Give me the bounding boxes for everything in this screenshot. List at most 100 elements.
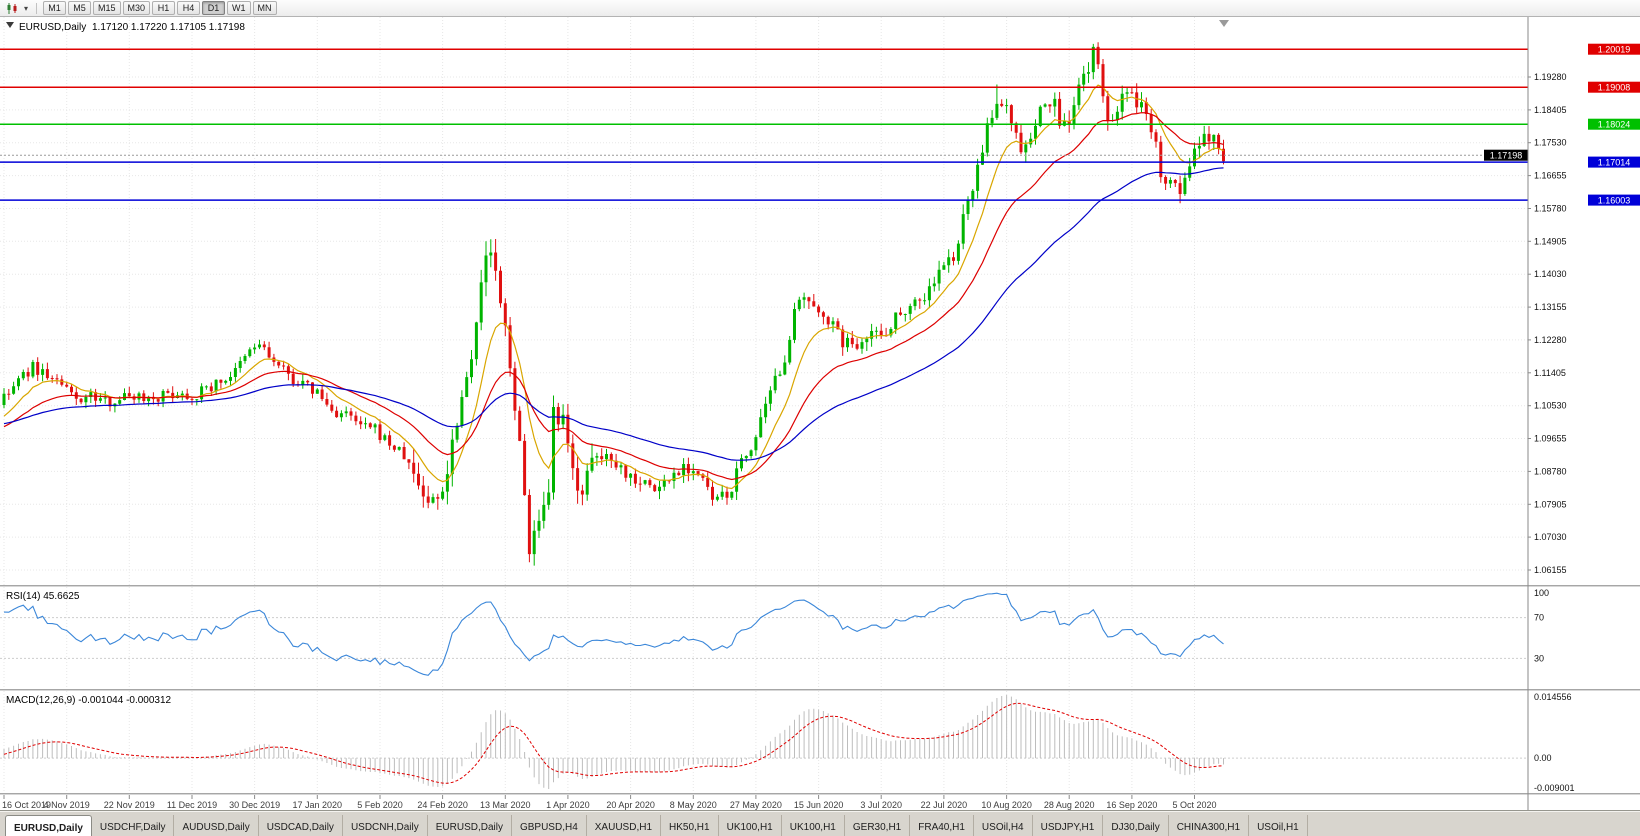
chart-tab-usoil-h4[interactable]: USOil,H4 [974,815,1033,836]
chart-tab-uk100-h1[interactable]: UK100,H1 [782,815,845,836]
svg-text:4 Nov 2019: 4 Nov 2019 [44,800,90,810]
svg-text:20 Apr 2020: 20 Apr 2020 [606,800,655,810]
level-price-label: 1.16003 [1588,194,1640,206]
chart-tab-usdcad-daily[interactable]: USDCAD,Daily [259,815,343,836]
chart-tab-xauusd-h1[interactable]: XAUUSD,H1 [587,815,662,836]
svg-text:10 Aug 2020: 10 Aug 2020 [981,800,1032,810]
macd-label: MACD(12,26,9) -0.001044 -0.000312 [6,695,172,706]
svg-text:1.19008: 1.19008 [1598,83,1631,93]
chart-tab-usoil-h1[interactable]: USOil,H1 [1249,815,1308,836]
candlestick-chart-icon[interactable] [4,2,20,15]
candles-layer [2,42,1225,566]
svg-text:1.17530: 1.17530 [1534,138,1567,148]
rsi-label: RSI(14) 45.6625 [6,591,80,602]
chart-canvas[interactable]: 1.20019 1.19008 1.18024 1.17014 1.16003 1.171… [0,17,1640,810]
chart-tab-usdjpy-h1[interactable]: USDJPY,H1 [1033,815,1104,836]
svg-text:22 Nov 2019: 22 Nov 2019 [104,800,155,810]
svg-text:1 Apr 2020: 1 Apr 2020 [546,800,590,810]
macd-histogram [3,695,1224,789]
svg-text:1.13155: 1.13155 [1534,302,1567,312]
svg-text:100: 100 [1534,588,1549,598]
svg-text:5 Feb 2020: 5 Feb 2020 [357,800,403,810]
chart-tab-eurusd-daily[interactable]: EURUSD,Daily [5,815,92,836]
svg-text:5 Oct 2020: 5 Oct 2020 [1172,800,1216,810]
svg-text:1.17014: 1.17014 [1598,158,1631,168]
chart-tab-eurusd-daily[interactable]: EURUSD,Daily [428,815,512,836]
svg-text:-0.009001: -0.009001 [1534,783,1575,793]
svg-text:0.014556: 0.014556 [1534,692,1572,702]
level-price-label: 1.20019 [1588,43,1640,55]
chart-tab-china300-h1[interactable]: CHINA300,H1 [1169,815,1250,836]
chart-tab-uk100-h1[interactable]: UK100,H1 [719,815,782,836]
ma-line-60 [3,167,1224,461]
chart-tab-usdchf-daily[interactable]: USDCHF,Daily [92,815,175,836]
toolbar-periods: M1 M5 M15 M30 H1 H4 D1 W1 MN [43,1,277,15]
rsi-line [3,592,1224,676]
svg-text:1.18405: 1.18405 [1534,105,1567,115]
svg-text:1.18024: 1.18024 [1598,120,1631,130]
svg-text:30: 30 [1534,653,1544,663]
svg-text:11 Dec 2019: 11 Dec 2019 [167,800,217,810]
svg-text:1.14030: 1.14030 [1534,269,1567,279]
price-axis[interactable]: 1.19280 1.18405 1.17530 1.16655 1.15780 1.149… [1528,72,1567,575]
svg-text:16 Sep 2020: 16 Sep 2020 [1106,800,1157,810]
svg-text:24 Feb 2020: 24 Feb 2020 [417,800,468,810]
level-lines[interactable]: 1.20019 1.19008 1.18024 1.17014 1.16003 [0,43,1640,206]
chart-tab-hk50-h1[interactable]: HK50,H1 [661,815,719,836]
chart-shift-marker-icon[interactable] [1219,20,1229,27]
svg-text:1.19280: 1.19280 [1534,72,1567,82]
period-button-m5[interactable]: M5 [68,1,92,15]
rsi-panel: 100 70 30 RSI(14) 45.6625 [0,588,1549,676]
svg-text:1.12280: 1.12280 [1534,335,1567,345]
chart-tab-gbpusd-h4[interactable]: GBPUSD,H4 [512,815,587,836]
svg-text:70: 70 [1534,613,1544,623]
level-price-label: 1.18024 [1588,118,1640,130]
period-button-m15[interactable]: M15 [93,1,121,15]
period-button-d1[interactable]: D1 [202,1,226,15]
svg-text:1.16655: 1.16655 [1534,171,1567,181]
chart-tab-usdcnh-daily[interactable]: USDCNH,Daily [343,815,428,836]
svg-text:1.10530: 1.10530 [1534,401,1567,411]
chart-window: 1.20019 1.19008 1.18024 1.17014 1.16003 1.171… [0,17,1640,810]
collapse-triangle-icon [6,22,14,28]
period-button-h4[interactable]: H4 [177,1,201,15]
chevron-down-icon[interactable]: ▾ [24,3,29,13]
main-toolbar: ▾ M1 M5 M15 M30 H1 H4 D1 W1 MN [0,0,1640,17]
chart-title-symbol: EURUSD,Daily [19,22,86,33]
chart-title: EURUSD,Daily 1.17120 1.17220 1.17105 1.17… [6,22,245,33]
period-button-w1[interactable]: W1 [227,1,251,15]
chart-tab-audusd-daily[interactable]: AUDUSD,Daily [174,815,259,836]
chart-tab-dj30-daily[interactable]: DJ30,Daily [1103,815,1169,836]
svg-text:17 Jan 2020: 17 Jan 2020 [293,800,343,810]
svg-text:1.08780: 1.08780 [1534,466,1567,476]
bid-price-label: 1.17198 [1484,149,1528,161]
svg-text:16 Oct 2019: 16 Oct 2019 [2,800,51,810]
svg-text:1.11405: 1.11405 [1534,368,1566,378]
svg-text:1.07030: 1.07030 [1534,532,1567,542]
chart-title-ohlc: 1.17120 1.17220 1.17105 1.17198 [92,22,245,33]
chart-tab-ger30-h1[interactable]: GER30,H1 [845,815,911,836]
svg-text:22 Jul 2020: 22 Jul 2020 [921,800,968,810]
period-button-mn[interactable]: MN [252,1,277,15]
svg-text:15 Jun 2020: 15 Jun 2020 [794,800,844,810]
svg-text:1.06155: 1.06155 [1534,565,1567,575]
ma-line-25 [3,112,1224,481]
svg-text:28 Aug 2020: 28 Aug 2020 [1044,800,1095,810]
macd-signal-line [3,702,1224,784]
period-button-h1[interactable]: H1 [152,1,176,15]
period-button-m30[interactable]: M30 [122,1,151,15]
period-button-m1[interactable]: M1 [43,1,67,15]
svg-text:1.09655: 1.09655 [1534,434,1567,444]
svg-text:30 Dec 2019: 30 Dec 2019 [229,800,280,810]
toolbar-separator [36,2,38,14]
macd-panel: 0.014556 0.00 -0.009001 MACD(12,26,9) -0.00… [0,692,1575,793]
svg-text:3 Jul 2020: 3 Jul 2020 [860,800,902,810]
svg-text:0.00: 0.00 [1534,753,1552,763]
ma-line-10 [3,84,1224,490]
svg-text:1.14905: 1.14905 [1534,236,1567,246]
svg-text:1.15780: 1.15780 [1534,204,1567,214]
chart-tab-fra40-h1[interactable]: FRA40,H1 [910,815,974,836]
chart-tabbar: EURUSD,Daily USDCHF,Daily AUDUSD,Daily USDC… [0,810,1640,836]
level-price-label: 1.19008 [1588,81,1640,93]
